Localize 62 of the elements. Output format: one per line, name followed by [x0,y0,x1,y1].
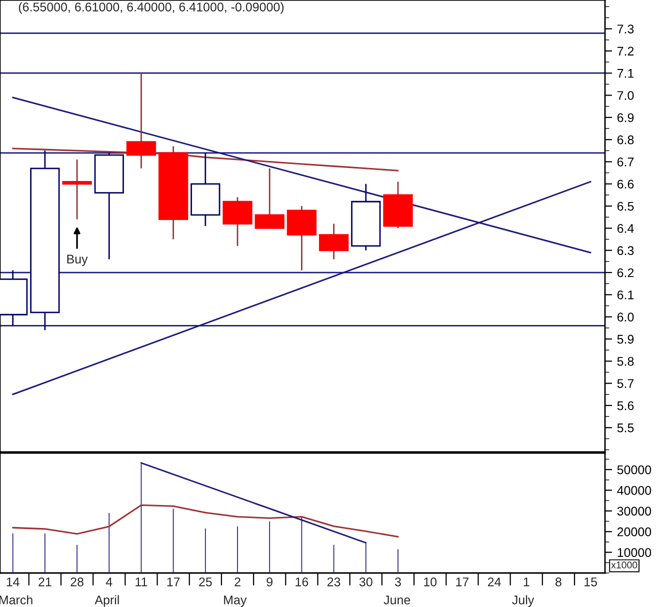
x-tick-label: 3 [394,577,401,586]
x-tick-label: 15 [584,578,597,586]
y-tick-label: 5.8 [617,356,634,366]
x-tick-label: 14 [6,578,20,586]
text: April [94,595,119,607]
x-tick-label: 16 [296,577,308,586]
y-tick-label: 6.6 [617,180,634,189]
y-tick-label: 20000 [617,527,652,536]
y-tick-label: 5.9 [617,334,634,344]
y-tick-label: 6.4 [617,224,634,233]
y-tick-label: 6.1 [617,290,634,300]
text: May [224,596,247,607]
text: June [384,596,410,604]
y-tick-label: 5.7 [617,379,634,388]
x-tick-label: 23 [327,577,340,586]
x-tick-label: 9 [266,577,272,586]
y-tick-label: 40000 [617,486,652,495]
y-tick-label: 50000 [617,465,652,474]
x-tick-label: 30 [359,577,372,586]
y-tick-label: 6.8 [617,135,634,144]
bar [396,548,400,573]
y-tick-label: 6.7 [617,158,634,166]
x-tick-label: 21 [38,577,52,586]
bar [236,524,240,573]
line-series [12,504,399,538]
bar [268,520,272,573]
x-tick-label: 8 [556,577,562,586]
y-tick-label: 10000 [618,548,652,557]
bar [43,532,47,573]
bar [171,507,176,573]
y-tick-label: 6.5 [617,202,634,211]
y-tick-label: 30000 [617,506,652,516]
x-tick-label: 24 [488,577,501,586]
chart-title: (6.55000, 6.61000, 6.40000, 6.41000, -0.09000) [18,2,284,14]
y-tick-label: 6.3 [617,246,634,256]
y-tick-label: 6.2 [617,268,634,278]
x-tick-label: 11 [136,578,148,586]
bar [332,544,336,573]
y-tick-label: 7.3 [617,24,634,34]
x-tick-label: 17 [456,578,468,586]
bar [11,532,15,573]
y-tick-label: 7.0 [617,91,634,100]
x-tick-label: 4 [106,578,112,586]
bar [75,544,79,573]
y-tick-label: 5.6 [617,401,634,410]
x-tick-label: 25 [199,577,212,586]
x-tick-label: 28 [70,577,84,586]
y-tick-label: 5.5 [617,424,634,432]
bar [107,511,111,573]
y-axis-title: x1000 [611,562,638,568]
bar [204,526,208,573]
y-tick-label: 7.2 [617,46,634,56]
x-tick-label: 2 [234,577,240,586]
x-tick-label: 10 [424,577,437,586]
y-tick-label: 6.0 [617,312,634,322]
text: July [512,595,534,607]
candlestick [62,158,92,220]
annotation: Buy [67,254,88,266]
y-tick-label: 7.1 [617,69,634,78]
y-tick-label: 6.9 [617,113,634,122]
x-tick-label: 1 [524,578,530,586]
x-tick-label: 17 [167,578,180,586]
